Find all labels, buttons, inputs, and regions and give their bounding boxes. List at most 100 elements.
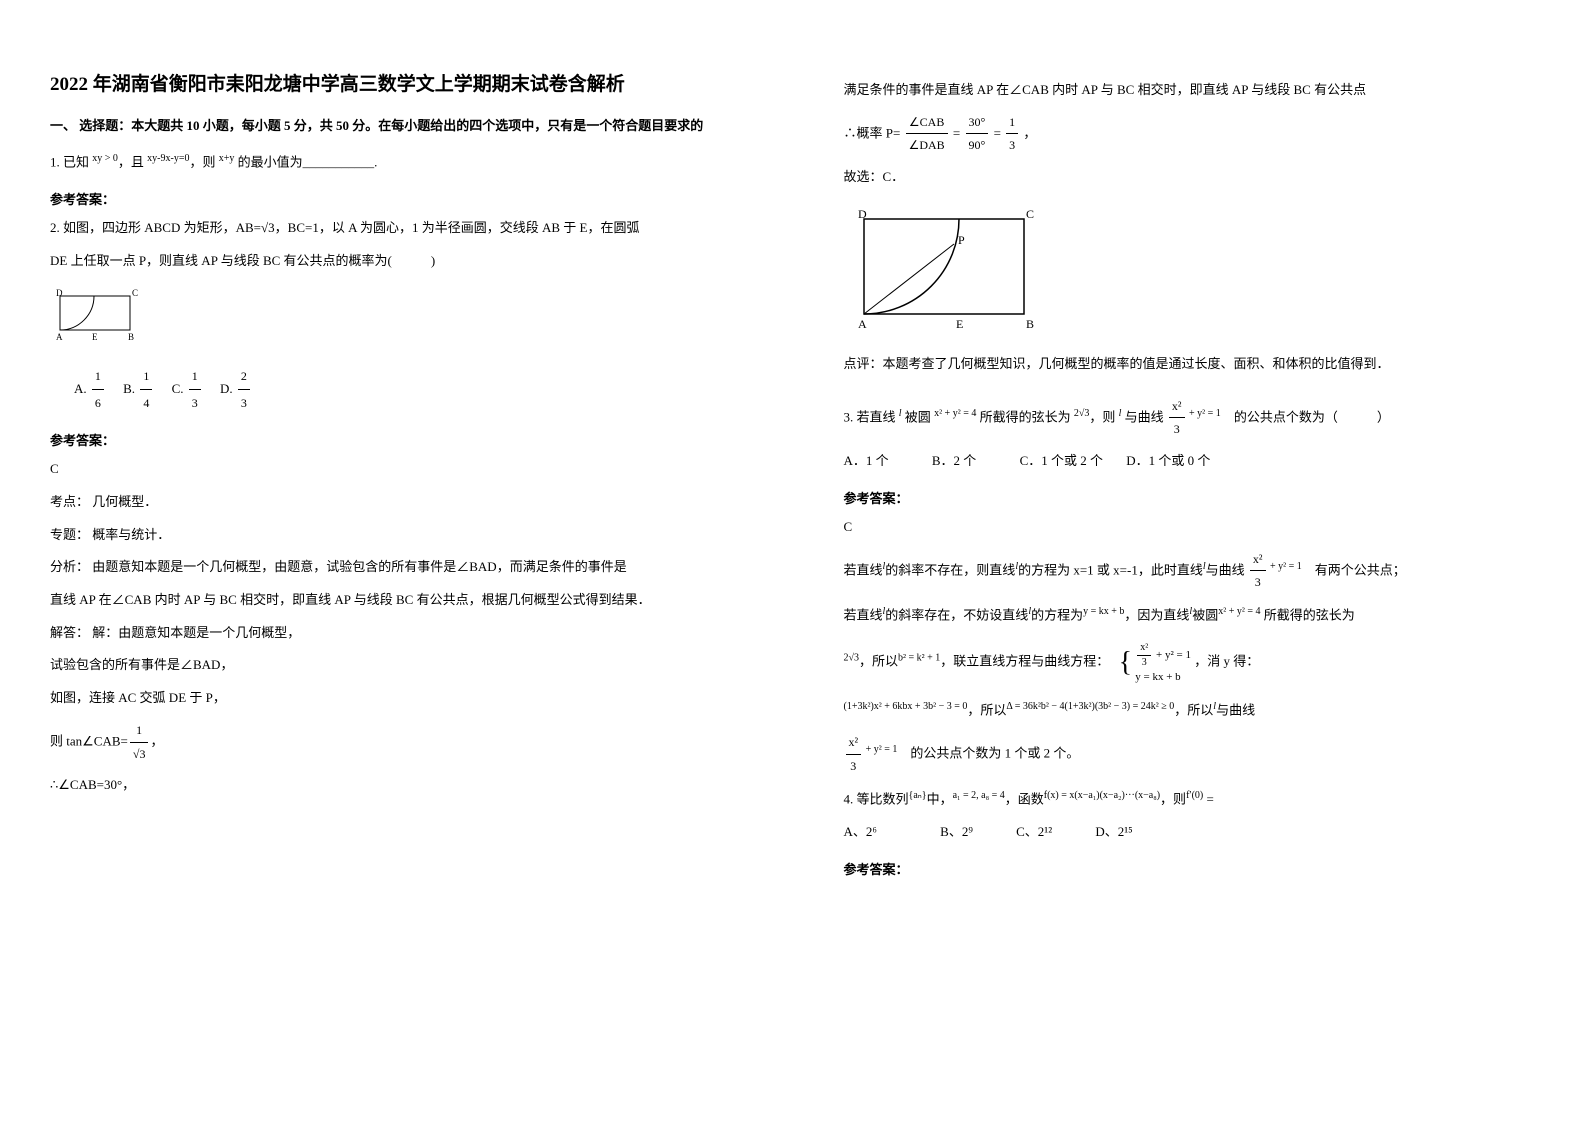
q2-jieda2: 试验包含的所有事件是∠BAD， (50, 653, 744, 678)
q2-optA: A. 16 (74, 363, 106, 417)
f1n: ∠CAB (906, 111, 948, 135)
s1b: 的斜率不存在，则直线 (885, 562, 1015, 577)
q3g: 的公共点个数为（ ） (1221, 409, 1390, 424)
optB-label: B. (123, 380, 138, 395)
q4a: 4. 等比数列 (844, 791, 909, 806)
q1-text-d: 的最小值为___________. (234, 155, 377, 170)
optC-num: 1 (189, 363, 201, 390)
s3b: ，所以 (859, 654, 898, 669)
probA: ∴概率 P= (844, 125, 901, 140)
sys1d: 3 (1137, 656, 1151, 670)
q1-text-b: ，且 (118, 155, 147, 170)
q2-diagram-small: D C A E B (50, 288, 140, 347)
sys1r: + y² = 1 (1153, 649, 1191, 661)
s1fn: x² (1250, 548, 1266, 572)
s1fd: 3 (1250, 571, 1266, 594)
q4optA: A、2⁶ (844, 824, 877, 839)
lbl2-D: D (858, 207, 867, 221)
f1d: ∠DAB (906, 134, 948, 157)
s2e: 被圆 (1192, 608, 1218, 623)
s3expr: b² = k² + 1 (898, 652, 940, 663)
q4-options: A、2⁶ B、2⁹ C、2¹² D、2¹⁵ (844, 820, 1538, 845)
q3-sol2: 若直线l的斜率存在，不妨设直线l的方程为y = kx + b，因为直线l被圆x²… (844, 602, 1538, 628)
q2-options: A. 16 B. 14 C. 13 D. 23 (74, 363, 744, 417)
f3n: 1 (1006, 111, 1018, 135)
s5fp: + y² = 1 (863, 744, 897, 755)
lbl-C: C (132, 288, 138, 298)
section-header: 一、 选择题：本大题共 10 小题，每小题 5 分，共 50 分。在每小题给出的… (50, 116, 744, 137)
q2-jieda5: ∴∠CAB=30°， (50, 773, 744, 798)
optD-label: D. (220, 380, 236, 395)
q3optD: D．1 个或 0 个 (1126, 453, 1210, 468)
doc-title: 2022 年湖南省衡阳市耒阳龙塘中学高三数学文上学期期末试卷含解析 (50, 70, 744, 100)
q3-sol1: 若直线l的斜率不存在，则直线l的方程为 x=1 或 x=-1，此时直线l与曲线 … (844, 548, 1538, 595)
q4b: 中， (927, 791, 953, 806)
q3fd: 3 (1169, 418, 1185, 441)
q3-options: A．1 个 B．2 个 C．1 个或 2 个 D．1 个或 0 个 (844, 449, 1538, 474)
lbl2-P: P (958, 233, 965, 247)
q2-fenxi2: 直线 AP 在∠CAB 内时 AP 与 BC 相交时，即直线 AP 与线段 BC… (50, 588, 744, 613)
q2-optD: D. 23 (220, 363, 252, 417)
s5fn: x² (846, 731, 862, 755)
lbl2-E: E (956, 317, 963, 331)
s2c2: x² + y² = 4 (1218, 606, 1260, 617)
s1d: 与曲线 (1206, 562, 1248, 577)
s2f: 所截得的弦长为 (1260, 608, 1354, 623)
right-column: 满足条件的事件是直线 AP 在∠CAB 内时 AP 与 BC 相交时，即直线 A… (794, 0, 1587, 1122)
question-4: 4. 等比数列{aₙ}中，a₁ = 2, a₈ = 4，函数f(x) = x(x… (844, 786, 1538, 812)
lbl-E: E (92, 332, 98, 342)
q2-optB: B. 14 (123, 363, 154, 417)
s2expr: y = kx + b (1083, 606, 1124, 617)
q4optB: B、2⁹ (940, 824, 973, 839)
q1-expr3: x+y (219, 153, 235, 164)
jd4d: √3 (130, 743, 149, 766)
q2-jieda1: 解答： 解：由题意知本题是一个几何概型， (50, 621, 744, 646)
q3fn: x² (1169, 395, 1185, 419)
q2-jieda3: 如图，连接 AC 交弧 DE 于 P， (50, 686, 744, 711)
q4d: ，则 (1160, 791, 1186, 806)
s1c: 的方程为 x=1 或 x=-1，此时直线 (1018, 562, 1203, 577)
s4expr: Δ = 36k²b² − 4(1+3k²)(3b² − 3) = 24k² ≥ … (1006, 701, 1174, 712)
s5fd: 3 (846, 755, 862, 778)
answer-header-1: 参考答案： (50, 189, 744, 208)
q2-l1b: ，BC=1，以 A 为圆心，1 为半径画圆，交线段 AB 于 E，在圆弧 (275, 220, 640, 235)
q3fp: + y² = 1 (1187, 408, 1221, 419)
q2-l1a: 2. 如图，四边形 ABCD 为矩形，AB= (50, 220, 261, 235)
s2c: 的方程为 (1031, 608, 1083, 623)
question-1: 1. 已知 xy > 0，且 xy-9x-y=0，则 x+y 的最小值为____… (50, 149, 744, 175)
q3-sol5: x²3 + y² = 1 的公共点个数为 1 个或 2 个。 (844, 731, 1538, 778)
optA-num: 1 (92, 363, 104, 390)
s4d: 与曲线 (1216, 703, 1255, 718)
q3-sol3: 2√3，所以b² = k² + 1，联立直线方程与曲线方程： { x²3 + y… (844, 636, 1538, 689)
col2-diagram: D C A E B P (844, 204, 1044, 338)
question-2-line1: 2. 如图，四边形 ABCD 为矩形，AB=√3，BC=1，以 A 为圆心，1 … (50, 216, 744, 241)
q3optC: C．1 个或 2 个 (1020, 453, 1103, 468)
lbl2-C: C (1026, 207, 1034, 221)
sys1n: x² (1137, 641, 1151, 656)
question-2-line2: DE 上任取一点 P，则直线 AP 与线段 BC 有公共点的概率为( ) (50, 249, 744, 274)
optC-den: 3 (189, 390, 201, 416)
optB-num: 1 (140, 363, 152, 390)
q2-optC: C. 13 (172, 363, 203, 417)
s3d: ，消 y 得： (1194, 654, 1259, 669)
s1e: 有两个公共点； (1302, 562, 1406, 577)
q3optB: B．2 个 (932, 453, 976, 468)
s3c: ，联立直线方程与曲线方程： (940, 654, 1109, 669)
q2-jieda4: 则 tan∠CAB=1√3， (50, 719, 744, 766)
q3e: 与曲线 (1121, 409, 1167, 424)
s5a: 的公共点个数为 1 个或 2 个。 (897, 746, 1079, 761)
eq2: = (994, 125, 1001, 140)
lbl-D: D (56, 288, 63, 298)
q4c: ，函数 (1005, 791, 1044, 806)
col2-guxuan: 故选：C． (844, 165, 1538, 190)
q3optA: A．1 个 (844, 453, 889, 468)
q4optC: C、2¹² (1016, 824, 1052, 839)
q3d: ，则 (1089, 409, 1118, 424)
f2d: 90° (966, 134, 989, 157)
eq1: = (953, 125, 960, 140)
lbl2-B: B (1026, 317, 1034, 331)
q1-expr2: xy-9x-y=0 (147, 153, 189, 164)
q3-sol4: (1+3k²)x² + 6kbx + 3b² − 3 = 0，所以Δ = 36k… (844, 697, 1538, 723)
q3c: 所截得的弦长为 (976, 409, 1074, 424)
s2a: 若直线 (844, 608, 883, 623)
